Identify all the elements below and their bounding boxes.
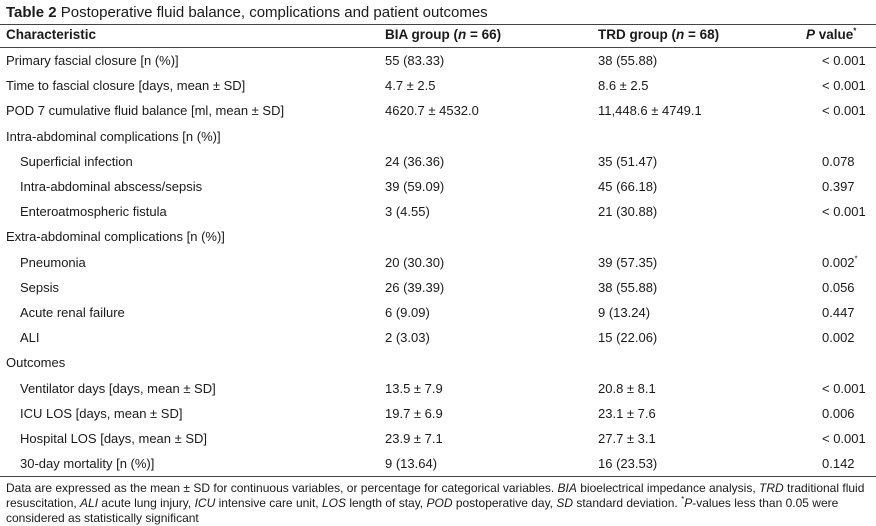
- row-label: Superficial infection: [20, 153, 133, 169]
- trd-value: 45 (66.18): [598, 179, 658, 194]
- trd-value: 39 (57.35): [598, 254, 658, 270]
- p-value: < 0.001: [822, 53, 866, 68]
- p-value: < 0.001: [822, 380, 866, 396]
- p-value: < 0.001: [822, 78, 866, 94]
- row-label: Time to fascial closure [days, mean ± SD…: [6, 78, 246, 94]
- trd-value: 38 (55.88): [598, 279, 658, 295]
- bia-value: 6 (9.09): [385, 305, 430, 320]
- bia-value: 2 (3.03): [385, 330, 430, 346]
- table-row: 30-day mortality [n (%)] 9 (13.64) 16 (23.…: [0, 451, 876, 476]
- header-characteristic: Characteristic: [6, 27, 97, 42]
- table-row: Enteroatmospheric fistula 3 (4.55) 21 (30.…: [0, 199, 876, 224]
- p-value: 0.002*: [822, 254, 858, 270]
- bia-value: 24 (36.36): [385, 153, 445, 169]
- p-value: 0.056: [822, 279, 855, 295]
- table-row: Intra-abdominal complications [n (%)]: [0, 124, 876, 149]
- table-label: Table 2: [6, 4, 57, 21]
- table-row: Intra-abdominal abscess/sepsis 39 (59.09)…: [0, 174, 876, 199]
- table-row: Acute renal failure 6 (9.09) 9 (13.24) 0.44…: [0, 300, 876, 325]
- trd-value: 35 (51.47): [598, 153, 658, 169]
- row-label: Sepsis: [20, 279, 60, 295]
- table-row: ALI 2 (3.03) 15 (22.06) 0.002: [0, 325, 876, 350]
- table-row: Outcomes: [0, 350, 876, 375]
- table-row: Ventilator days [days, mean ± SD] 13.5 ± …: [0, 376, 876, 401]
- table-row: Time to fascial closure [days, mean ± SD…: [0, 73, 876, 98]
- bia-value: 9 (13.64): [385, 456, 438, 472]
- table-title: Postoperative fluid balance, complicatio…: [60, 4, 488, 21]
- row-label: POD 7 cumulative fluid balance [ml, mean…: [6, 103, 285, 119]
- trd-value: 23.1 ± 7.6: [598, 405, 656, 421]
- footer-rule: [0, 476, 876, 477]
- trd-value: 38 (55.88): [598, 53, 658, 68]
- table-footnote: Data are expressed as the mean ± SD for …: [6, 481, 865, 525]
- bia-value: 55 (83.33): [385, 53, 445, 68]
- row-label: Extra-abdominal complications [n (%)]: [6, 229, 225, 245]
- header-bia: BIA group (n = 66): [385, 27, 502, 42]
- bia-value: 20 (30.30): [385, 254, 445, 270]
- p-value: 0.142: [822, 456, 855, 472]
- row-label: Acute renal failure: [20, 305, 125, 320]
- bia-value: 26 (39.39): [385, 279, 445, 295]
- p-value: 0.006: [822, 405, 855, 421]
- bia-value: 19.7 ± 6.9: [385, 405, 443, 421]
- p-value: < 0.001: [822, 103, 866, 119]
- row-label: Hospital LOS [days, mean ± SD]: [20, 431, 208, 446]
- bia-value: 13.5 ± 7.9: [385, 380, 443, 396]
- p-value: 0.078: [822, 153, 855, 169]
- bia-value: 4.7 ± 2.5: [385, 78, 436, 94]
- row-label: Intra-abdominal complications [n (%)]: [6, 128, 221, 144]
- table-row: Pneumonia 20 (30.30) 39 (57.35) 0.002*: [0, 250, 876, 275]
- trd-value: 20.8 ± 8.1: [598, 380, 656, 396]
- bia-value: 3 (4.55): [385, 204, 430, 220]
- table-row: POD 7 cumulative fluid balance [ml, mean…: [0, 98, 876, 123]
- trd-value: 8.6 ± 2.5: [598, 78, 649, 94]
- bia-value: 23.9 ± 7.1: [385, 431, 443, 446]
- bia-value: 4620.7 ± 4532.0: [385, 103, 479, 119]
- row-label: ICU LOS [days, mean ± SD]: [20, 405, 183, 421]
- row-label: Ventilator days [days, mean ± SD]: [20, 380, 216, 396]
- significance-mark: *: [854, 254, 858, 264]
- p-value: < 0.001: [822, 204, 866, 220]
- header-p-value: P value*: [806, 26, 857, 42]
- table-row: Hospital LOS [days, mean ± SD] 23.9 ± 7.1…: [0, 426, 876, 451]
- trd-value: 21 (30.88): [598, 204, 658, 220]
- table-row: Extra-abdominal complications [n (%)]: [0, 224, 876, 249]
- trd-value: 11,448.6 ± 4749.1: [598, 103, 702, 119]
- header-trd: TRD group (n = 68): [598, 27, 720, 42]
- row-label: Pneumonia: [20, 254, 86, 270]
- table-row: ICU LOS [days, mean ± SD] 19.7 ± 6.9 23.1 …: [0, 401, 876, 426]
- trd-value: 9 (13.24): [598, 305, 651, 320]
- row-label: Enteroatmospheric fistula: [20, 204, 167, 220]
- table-caption: Table 2 Postoperative fluid balance, com…: [6, 4, 488, 21]
- row-label: Intra-abdominal abscess/sepsis: [20, 179, 203, 194]
- p-value: 0.447: [822, 305, 855, 320]
- trd-value: 15 (22.06): [598, 330, 658, 346]
- trd-value: 16 (23.53): [598, 456, 658, 472]
- table-row: Primary fascial closure [n (%)] 55 (83.33…: [0, 48, 876, 73]
- p-value: 0.002: [822, 330, 855, 346]
- p-value: < 0.001: [822, 431, 866, 446]
- bia-value: 39 (59.09): [385, 179, 445, 194]
- row-label: ALI: [20, 330, 40, 346]
- header-bottom-rule: [0, 47, 876, 48]
- header-top-rule: [0, 24, 876, 25]
- table-row: Sepsis 26 (39.39) 38 (55.88) 0.056: [0, 275, 876, 300]
- row-label: 30-day mortality [n (%)]: [20, 456, 155, 472]
- table-row: Superficial infection 24 (36.36) 35 (51.47…: [0, 149, 876, 174]
- row-label: Primary fascial closure [n (%)]: [6, 53, 179, 68]
- trd-value: 27.7 ± 3.1: [598, 431, 656, 446]
- p-value: 0.397: [822, 179, 855, 194]
- row-label: Outcomes: [6, 355, 66, 371]
